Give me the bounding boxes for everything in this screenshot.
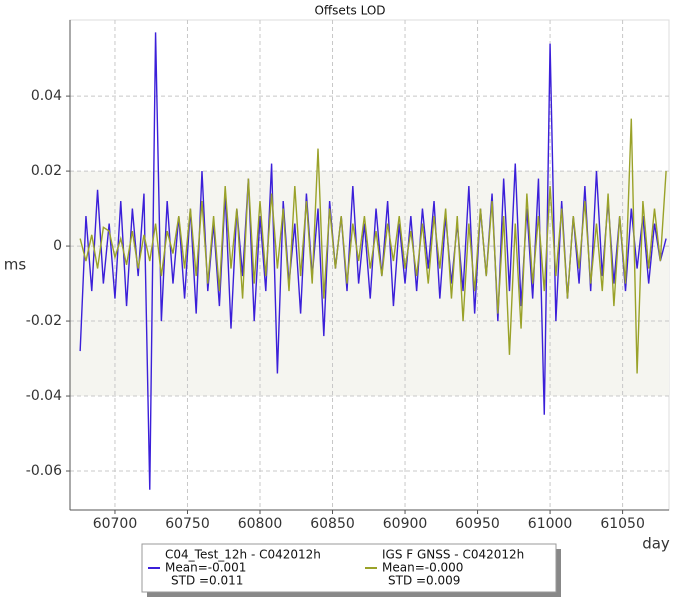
x-tick-label: 60950: [455, 516, 500, 532]
x-tick-label: 61000: [528, 516, 573, 532]
legend-stat: Mean=-0.000: [382, 561, 463, 575]
x-tick-label: 60700: [93, 516, 138, 532]
chart-title: Offsets LOD: [314, 4, 385, 18]
y-axis-label: ms: [4, 256, 27, 274]
legend-box: [141, 543, 557, 593]
y-tick-label: 0: [53, 238, 62, 254]
legend-label: C04_Test_12h - C042012h: [165, 548, 321, 562]
legend-label: IGS F GNSS - C042012h: [382, 548, 524, 562]
x-tick-label: 60850: [310, 516, 355, 532]
x-tick-label: 60750: [165, 516, 210, 532]
x-tick-label: 60900: [383, 516, 428, 532]
y-tick-label: 0.02: [31, 163, 62, 179]
y-tick-label: -0.04: [26, 388, 62, 404]
legend-stat: STD =0.011: [171, 574, 243, 588]
y-tick-label: 0.04: [31, 88, 62, 104]
x-tick-label: 61050: [600, 516, 645, 532]
x-tick-label: 60800: [238, 516, 283, 532]
y-tick-label: -0.02: [26, 313, 62, 329]
series-line: [79, 118, 667, 374]
legend-stat: Mean=-0.001: [165, 561, 246, 575]
y-tick-label: -0.06: [26, 463, 62, 479]
legend-stat: STD =0.009: [388, 574, 460, 588]
x-axis-label: day: [642, 535, 670, 553]
